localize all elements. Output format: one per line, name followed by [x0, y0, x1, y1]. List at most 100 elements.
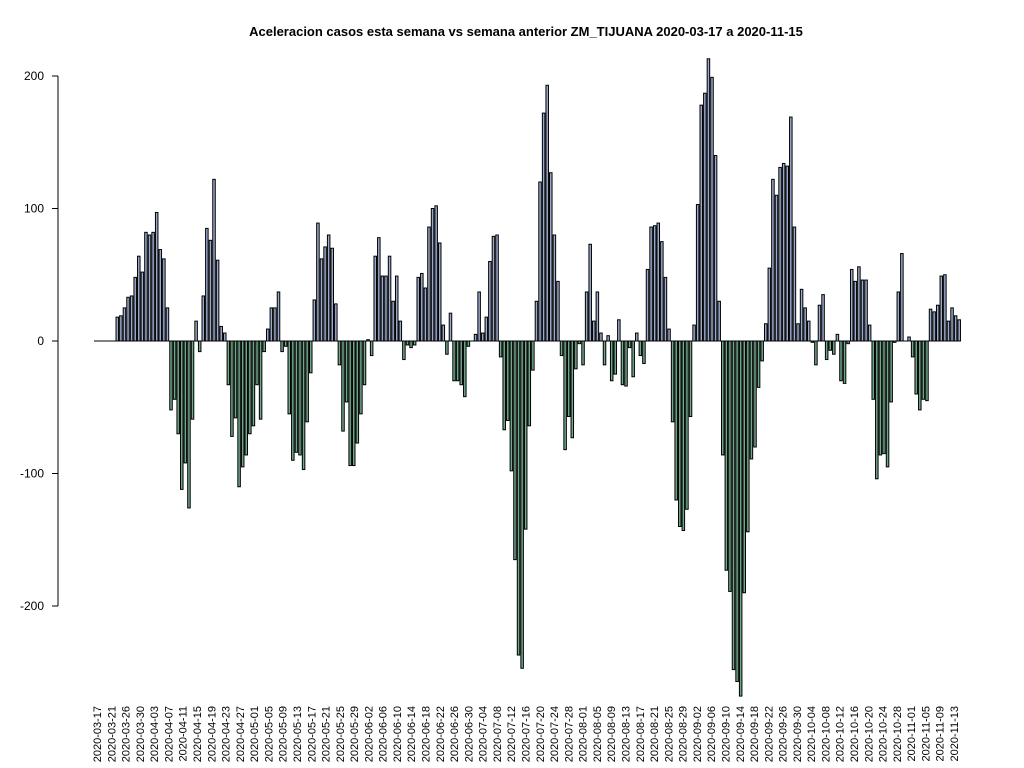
bar [434, 205, 438, 342]
bar [713, 155, 718, 342]
bar [323, 246, 327, 342]
bar [609, 340, 614, 382]
bar [642, 340, 646, 365]
bar [180, 340, 184, 490]
x-tick-label: 2020-06-10 [392, 706, 404, 762]
bar [147, 234, 152, 342]
x-tick-label: 2020-04-11 [178, 706, 190, 761]
bar [291, 340, 295, 461]
bar [656, 222, 661, 342]
bar [892, 340, 897, 343]
x-tick-label: 2020-04-23 [221, 706, 233, 762]
bar [695, 204, 700, 342]
bar [531, 340, 535, 371]
x-tick-label: 2020-03-30 [135, 706, 147, 762]
bar [309, 340, 313, 374]
bar [559, 340, 564, 357]
x-tick-label: 2020-10-04 [806, 706, 818, 762]
bar [749, 340, 754, 460]
bar [652, 225, 657, 342]
bar [258, 340, 263, 420]
bar [810, 340, 815, 343]
bar [778, 166, 782, 342]
bar [738, 340, 743, 697]
bar [627, 340, 632, 349]
bar [427, 226, 431, 342]
bar [943, 274, 947, 342]
bar [362, 340, 367, 386]
x-tick-label: 2020-08-05 [592, 706, 604, 762]
x-tick-label: 2020-05-01 [249, 706, 261, 762]
bar [860, 279, 865, 342]
y-tick-label: 200 [24, 69, 44, 83]
chart-title: Aceleracion casos esta semana vs semana … [249, 24, 803, 39]
bar [928, 308, 933, 342]
bar [255, 340, 259, 386]
bar [889, 340, 893, 403]
bar [477, 291, 481, 342]
bar [215, 259, 220, 342]
bar [312, 299, 317, 342]
x-tick-label: 2020-09-18 [749, 706, 761, 762]
bar [527, 340, 532, 427]
x-tick-label: 2020-09-02 [692, 706, 704, 762]
x-tick-label: 2020-06-06 [378, 706, 390, 762]
bar [774, 194, 779, 342]
bar [441, 324, 446, 342]
x-tick-label: 2020-05-09 [278, 706, 290, 762]
bar [298, 340, 302, 456]
bar [867, 324, 872, 342]
bar [763, 323, 768, 342]
bar [448, 312, 453, 342]
x-tick-label: 2020-07-20 [535, 706, 547, 762]
x-tick-label: 2020-11-13 [949, 706, 961, 761]
bar [678, 340, 682, 527]
bar [398, 320, 403, 342]
bar [767, 267, 772, 342]
x-tick-label: 2020-05-05 [263, 706, 275, 762]
bar [455, 340, 460, 382]
bar [806, 320, 811, 342]
bar [355, 340, 360, 444]
bar [624, 340, 628, 387]
bar [781, 162, 786, 342]
bar [129, 295, 134, 342]
x-tick-label: 2020-08-13 [621, 706, 633, 762]
bar [896, 291, 901, 342]
bar [452, 340, 456, 382]
bar [240, 340, 245, 468]
bar [789, 116, 793, 342]
bar [416, 276, 420, 342]
bar [162, 258, 166, 342]
bar [187, 340, 191, 509]
bar [351, 340, 356, 467]
x-tick-label: 2020-09-06 [706, 706, 718, 762]
bar [692, 324, 696, 342]
bar [538, 181, 542, 342]
bar [900, 253, 904, 342]
bar [885, 340, 890, 468]
bar [380, 275, 385, 342]
bar [685, 340, 689, 510]
bar [674, 340, 678, 501]
bar [617, 319, 621, 342]
bar [606, 335, 610, 342]
bar [957, 319, 961, 342]
x-tick-label: 2020-06-18 [421, 706, 433, 762]
bar [183, 340, 188, 464]
bar [244, 340, 249, 456]
x-tick-label: 2020-06-02 [363, 706, 375, 762]
bar [226, 340, 231, 386]
bar [523, 340, 528, 530]
x-tick-label: 2020-08-25 [663, 706, 675, 762]
bar [516, 340, 521, 656]
bar [266, 328, 270, 342]
bar [480, 332, 485, 342]
bar [835, 333, 840, 342]
x-tick-label: 2020-08-29 [678, 706, 690, 762]
bar [337, 340, 342, 366]
bar [341, 340, 345, 432]
bar [563, 340, 567, 451]
bar [864, 279, 868, 342]
bar [602, 340, 607, 366]
